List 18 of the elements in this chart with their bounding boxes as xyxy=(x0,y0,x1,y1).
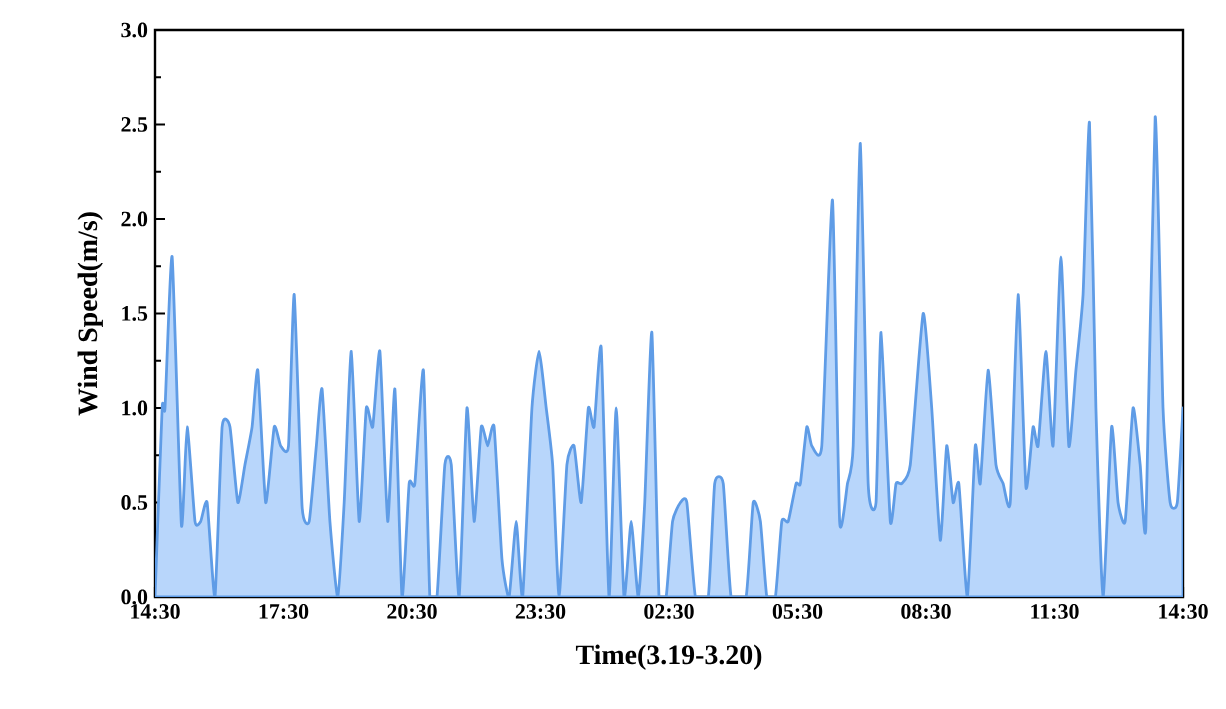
y-tick-label: 2.5 xyxy=(121,117,148,132)
x-tick-label: 23:30 xyxy=(515,604,566,619)
x-tick-label: 14:30 xyxy=(131,604,180,619)
y-tick-label: 1.0 xyxy=(122,400,148,416)
x-tick-label: 17:30 xyxy=(259,604,309,619)
x-tick-label: 20:30 xyxy=(387,604,437,619)
x-axis-title: Time(3.19-3.20) xyxy=(575,644,762,670)
x-tick-label: 02:30 xyxy=(644,604,694,619)
y-tick-label: 0.0 xyxy=(121,589,148,605)
y-tick-label: 1.5 xyxy=(122,306,148,321)
x-tick-label: 11:30 xyxy=(1031,604,1079,619)
x-tick-label: 14:30 xyxy=(1159,604,1208,619)
x-tick-label: 08:30 xyxy=(901,604,951,619)
y-tick-label: 3.0 xyxy=(121,22,148,38)
y-axis-title: Wind Speed(m/s) xyxy=(77,212,103,416)
x-tick-label: 05:30 xyxy=(772,604,823,619)
y-tick-label: 2.0 xyxy=(121,211,148,227)
y-tick-label: 0.5 xyxy=(121,495,148,510)
